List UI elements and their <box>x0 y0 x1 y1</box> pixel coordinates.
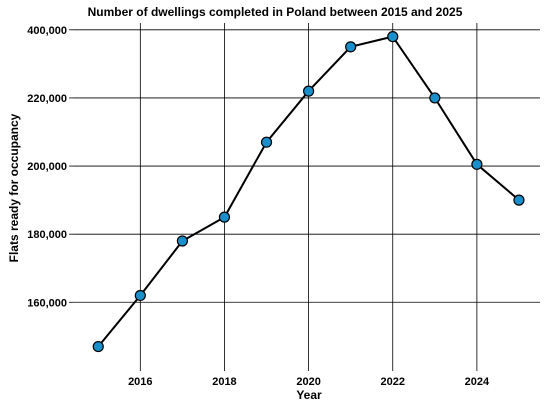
x-tick-label: 2018 <box>212 376 236 388</box>
x-tick-label: 2020 <box>296 376 320 388</box>
data-point <box>134 289 146 302</box>
data-point <box>176 235 188 247</box>
data-point <box>387 31 399 43</box>
x-tick-label: 2016 <box>128 376 152 388</box>
y-tick-label: 160,000 <box>27 297 67 309</box>
x-tick-label: 2022 <box>381 376 405 388</box>
grid <box>69 23 540 371</box>
data-point <box>303 85 315 97</box>
data-point <box>260 136 273 148</box>
y-tick-label: 200,000 <box>27 161 67 173</box>
data-point <box>471 158 483 170</box>
y-tick-labels: 160,000 180,000 200,000 220,000 400,000 <box>27 25 67 309</box>
x-axis-label: Year <box>296 388 322 402</box>
x-tick-labels: 2016 2018 2020 2022 2024 <box>128 376 490 388</box>
data-point <box>513 194 525 206</box>
chart-title: Number of dwellings completed in Poland … <box>88 5 463 19</box>
y-tick-label: 220,000 <box>27 93 67 105</box>
y-axis-label: Flats ready for occupancy <box>7 113 21 262</box>
y-tick-label: 400,000 <box>27 25 67 37</box>
data-point <box>218 211 231 223</box>
data-points <box>92 31 525 353</box>
data-point <box>345 41 357 53</box>
data-point <box>92 340 104 353</box>
y-tick-label: 180,000 <box>27 229 67 241</box>
data-point <box>429 92 441 104</box>
x-tick-label: 2024 <box>465 376 490 388</box>
